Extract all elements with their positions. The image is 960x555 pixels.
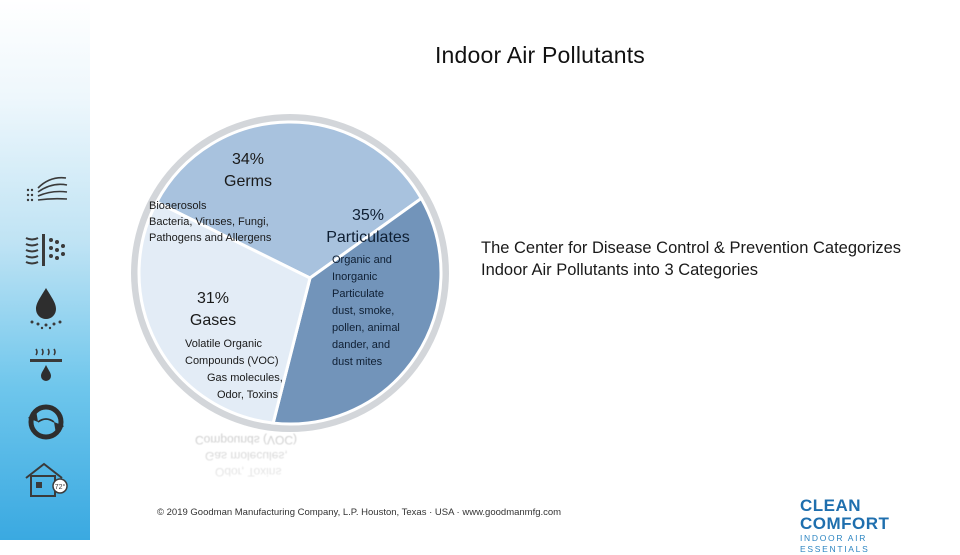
logo-main-text: CLEAN COMFORT xyxy=(800,496,890,533)
pie-label-detail-particulates: Organic and xyxy=(332,254,392,266)
pie-chart-svg: 34% Germs Bioaerosols Bacteria, Viruses, Fu… xyxy=(131,114,449,432)
clean-comfort-logo: CLEAN COMFORT INDOOR AIR ESSENTIALS xyxy=(800,497,940,555)
pie-label-pct-gases: 31% xyxy=(197,290,229,307)
pie-label-detail-particulates: pollen, animal xyxy=(332,322,400,334)
pie-label-name-germs: Germs xyxy=(224,173,272,190)
copyright-footer: © 2019 Goodman Manufacturing Company, L.… xyxy=(157,507,562,518)
filter-icon xyxy=(25,234,65,266)
logo-sub-text: INDOOR AIR ESSENTIALS xyxy=(800,533,870,554)
pie-label-detail-particulates: dust, smoke, xyxy=(332,305,394,317)
dehumidifier-icon xyxy=(30,348,62,381)
pie-label-detail-particulates: dust mites xyxy=(332,356,383,368)
decorative-sidebar: 72° xyxy=(0,0,90,540)
pie-slice-gases xyxy=(137,200,312,425)
page-title: Indoor Air Pollutants xyxy=(434,42,646,68)
pie-label-detail-germs: Pathogens and Allergens xyxy=(149,232,272,244)
pie-slice-particulates xyxy=(271,196,443,426)
home-thermostat-icon: 72° xyxy=(25,462,68,497)
pie-label-detail-gases: Gas molecules, xyxy=(207,372,283,384)
reflection-line: Odor, Toxins xyxy=(215,465,282,479)
pie-label-pct-particulates: 35% xyxy=(352,207,384,224)
ventilation-cycle-icon xyxy=(28,404,64,440)
pie-slice-germs xyxy=(154,120,424,280)
reflection-text: Odor, Toxins Gas molecules, Compounds (VOC… xyxy=(135,432,455,480)
pie-label-pct-germs: 34% xyxy=(232,151,264,168)
reflection-line: Compounds (VOC) xyxy=(195,433,298,447)
pie-label-detail-germs: Bioaerosols xyxy=(149,200,207,212)
description-text: The Center for Disease Control & Prevent… xyxy=(481,239,902,279)
thermostat-label: 72° xyxy=(55,483,66,491)
pie-label-detail-gases: Volatile Organic xyxy=(185,338,263,350)
pie-label-name-gases: Gases xyxy=(190,312,236,329)
reflection-line: Gas molecules, xyxy=(205,449,288,463)
pie-label-detail-gases: Compounds (VOC) xyxy=(185,355,279,367)
humidity-drop-icon xyxy=(30,288,62,330)
pie-label-detail-particulates: dander, and xyxy=(332,339,390,351)
pie-reflection: Odor, Toxins Gas molecules, Compounds (VOC… xyxy=(135,432,455,512)
pie-label-detail-particulates: Particulate xyxy=(332,288,384,300)
pie-label-detail-particulates: Inorganic xyxy=(332,271,378,283)
pie-label-detail-gases: Odor, Toxins xyxy=(217,389,278,401)
pie-label-detail-germs: Bacteria, Viruses, Fungi, xyxy=(149,216,269,228)
pie-chart: 34% Germs Bioaerosols Bacteria, Viruses, Fu… xyxy=(125,108,455,438)
pie-label-name-particulates: Particulates xyxy=(326,229,410,246)
airflow-icon xyxy=(26,176,68,202)
